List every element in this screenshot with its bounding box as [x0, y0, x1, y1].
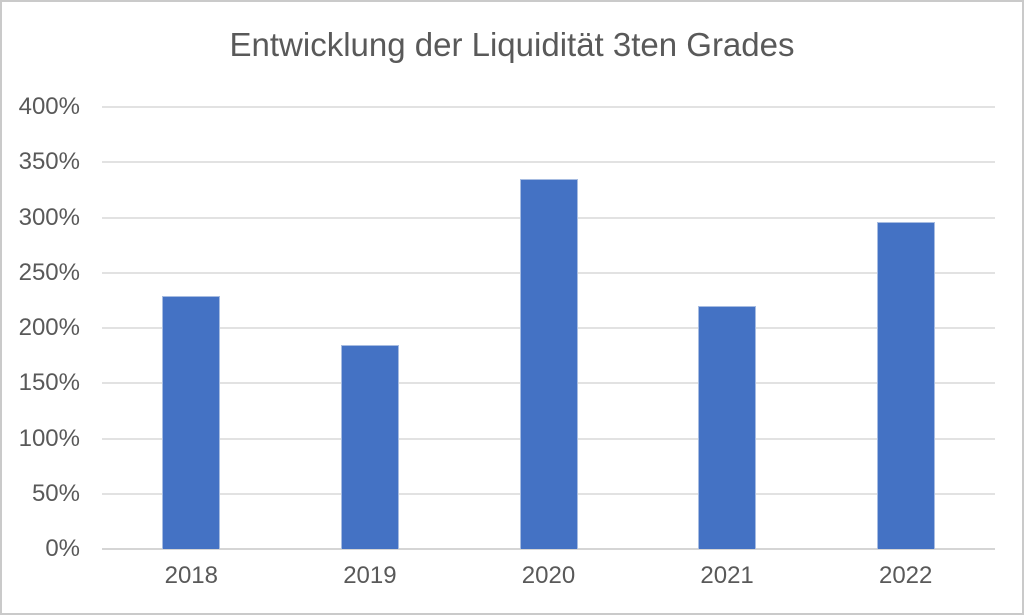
y-tick-label-350pct: 350% — [18, 148, 80, 176]
y-tick-label-0pct: 0% — [45, 535, 80, 562]
x-tick-label-2018: 2018 — [164, 562, 218, 589]
y-tick-label-400pct: 400% — [18, 93, 80, 120]
bar-2022[interactable] — [876, 221, 935, 549]
x-tick-label-2019: 2019 — [343, 562, 397, 589]
bar-2021[interactable] — [698, 305, 757, 549]
y-tick-label-300pct: 300% — [18, 203, 80, 231]
y-tick-label-200pct: 200% — [18, 314, 80, 341]
gridline-400 — [102, 106, 995, 108]
x-tick-label-2021: 2021 — [700, 562, 754, 589]
y-tick-label-100pct: 100% — [18, 424, 80, 452]
x-tick-label-2020: 2020 — [521, 562, 576, 589]
x-axis-line — [102, 548, 995, 550]
y-tick-label-250pct: 250% — [18, 258, 80, 286]
bar-2020[interactable] — [519, 178, 578, 549]
x-tick-label-2022: 2022 — [878, 562, 933, 589]
bar-2019[interactable] — [340, 344, 399, 549]
y-tick-label-150pct: 150% — [18, 369, 80, 397]
gridline-350 — [102, 161, 995, 164]
chart-title: Entwicklung der Liquidität 3ten Grades — [229, 26, 795, 63]
bar-2018[interactable] — [162, 295, 221, 549]
y-tick-label-50pct: 50% — [31, 479, 80, 507]
plot-area — [102, 106, 995, 550]
